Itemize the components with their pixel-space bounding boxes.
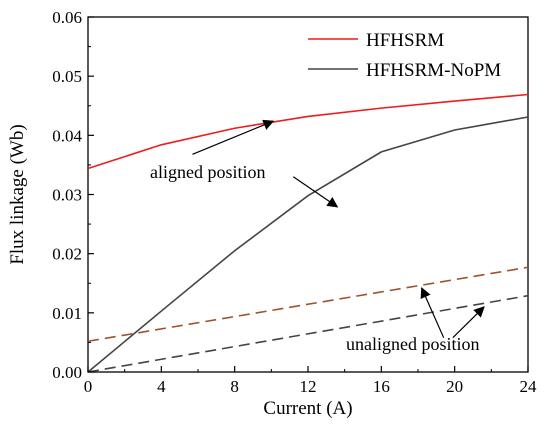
x-tick-label: 0 — [84, 377, 93, 396]
legend: HFHSRM HFHSRM-NoPM — [308, 30, 501, 81]
x-axis-label: Current (A) — [263, 398, 352, 419]
x-tick-label: 12 — [300, 377, 317, 396]
annotation-arrow — [292, 176, 339, 208]
series-line-dashed-2 — [87, 266, 529, 343]
x-tick-label: 8 — [230, 377, 239, 396]
x-tick-label: 16 — [373, 377, 390, 396]
annotation-arrow — [420, 286, 445, 338]
annotation-arrow — [452, 306, 485, 339]
y-tick-label: 0.01 — [52, 304, 82, 323]
legend-label: HFHSRM — [366, 30, 444, 51]
x-tick-label: 24 — [520, 377, 538, 396]
plot-area: 0 4 8 12 16 20 24 0.00 0.01 0.02 0.03 0.04 0.05 0.06… — [52, 8, 537, 396]
y-axis-label: Flux linkage (Wb) — [7, 124, 28, 264]
annotation-label: aligned position — [150, 162, 266, 182]
y-tick-label: 0.04 — [52, 126, 82, 145]
y-tick-label: 0.06 — [52, 8, 82, 27]
y-tick-label: 0.05 — [52, 67, 82, 86]
annotations: aligned position unaligned position — [150, 119, 485, 354]
series-line-dashed-3 — [87, 294, 529, 373]
y-tick-label: 0.00 — [52, 363, 82, 382]
x-tick-label: 4 — [157, 377, 166, 396]
y-axis-ticks: 0.00 0.01 0.02 0.03 0.04 0.05 0.06 — [52, 8, 94, 382]
series-layer — [87, 93, 529, 373]
y-tick-label: 0.02 — [52, 245, 82, 264]
x-tick-label: 20 — [446, 377, 463, 396]
y-tick-label: 0.03 — [52, 186, 82, 205]
series-line-hfhsrm-nopm — [87, 116, 529, 373]
annotation-arrow — [192, 119, 275, 155]
series-line-hfhsrm — [87, 93, 529, 170]
annotation-label: unaligned position — [346, 334, 480, 354]
legend-label: HFHSRM-NoPM — [366, 60, 501, 81]
x-axis-ticks: 0 4 8 12 16 20 24 — [84, 366, 537, 396]
